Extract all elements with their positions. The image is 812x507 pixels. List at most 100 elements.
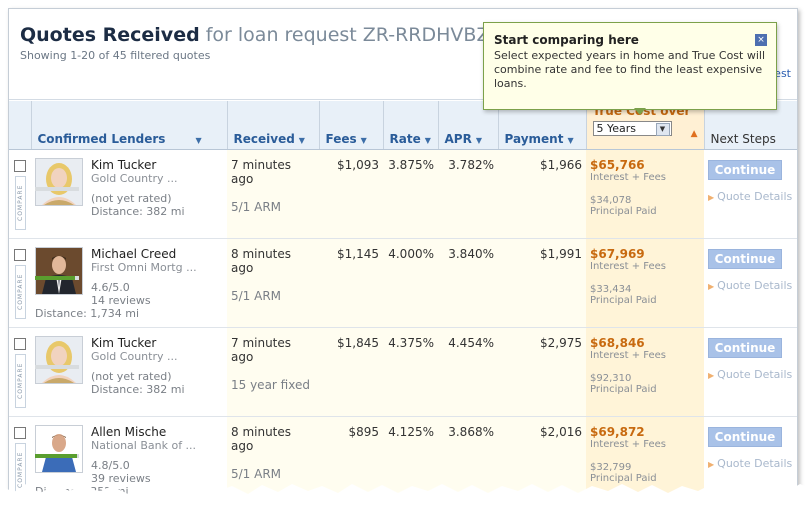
- years-selected-value: 5 Years: [596, 122, 637, 135]
- received-time: 8 minutes ago: [231, 425, 292, 453]
- continue-button[interactable]: Continue: [708, 249, 782, 269]
- header-payment-label: Payment: [504, 132, 564, 146]
- compare-checkbox[interactable]: [14, 427, 26, 439]
- principal-value: $34,078: [590, 195, 632, 206]
- lender-rating: 4.6/5.0: [91, 281, 130, 294]
- received-cell: 7 minutes ago 5/1 ARM: [227, 149, 319, 239]
- received-cell: 8 minutes ago 5/1 ARM: [227, 238, 319, 328]
- continue-button[interactable]: Continue: [708, 338, 782, 358]
- lender-bank: Gold Country ...: [91, 172, 178, 185]
- header-fees[interactable]: Fees ▼: [319, 101, 384, 150]
- apr-cell: 3.868%: [438, 416, 498, 498]
- compare-checkbox[interactable]: [14, 160, 26, 172]
- lender-reviews[interactable]: 39 reviews: [91, 472, 151, 485]
- quote-details-link[interactable]: ▶ Quote Details: [708, 457, 793, 470]
- loan-type: 5/1 ARM: [231, 289, 282, 303]
- lender-name[interactable]: Michael Creed: [91, 247, 177, 261]
- quote-details-link[interactable]: ▶ Quote Details: [708, 279, 793, 292]
- true-cost-value: $69,872: [590, 425, 645, 439]
- quote-details-link[interactable]: ▶ Quote Details: [708, 190, 793, 203]
- years-in-home-select[interactable]: 5 Years ▼: [592, 121, 672, 136]
- compare-checkbox[interactable]: [14, 338, 26, 350]
- principal-label: Principal Paid: [590, 384, 657, 395]
- lender-bank: National Bank of ...: [91, 439, 197, 452]
- quote-details-link[interactable]: ▶ Quote Details: [708, 368, 793, 381]
- triangle-right-icon: ▶: [708, 371, 715, 380]
- next-steps-cell: Continue ▶ Quote Details: [704, 416, 797, 498]
- interest-fees-label: Interest + Fees: [590, 439, 666, 450]
- compare-label: COMPARE: [14, 354, 26, 408]
- received-time: 7 minutes ago: [231, 336, 292, 364]
- compare-cell: COMPARE: [9, 327, 31, 417]
- lender-name[interactable]: Allen Mische: [91, 425, 167, 439]
- lender-name[interactable]: Kim Tucker: [91, 158, 157, 172]
- sort-down-icon: ▼: [360, 136, 367, 145]
- close-icon[interactable]: ×: [755, 34, 767, 46]
- header-received[interactable]: Received ▼: [227, 101, 320, 150]
- lender-name[interactable]: Kim Tucker: [91, 336, 157, 350]
- header-rate-label: Rate: [389, 132, 421, 146]
- lender-rating: (not yet rated): [91, 192, 172, 205]
- quote-details-label: Quote Details: [717, 190, 793, 203]
- loan-type: 15 year fixed: [231, 378, 310, 392]
- lender-photo-svg: [36, 337, 82, 383]
- sort-down-icon: ▼: [424, 136, 431, 145]
- continue-button[interactable]: Continue: [708, 427, 782, 447]
- lender-cell: Michael Creed First Omni Mortg ... 4.6/5.0…: [31, 238, 227, 328]
- next-steps-cell: Continue ▶ Quote Details: [704, 149, 797, 239]
- lender-distance: Distance: 382 mi: [91, 383, 185, 396]
- rating-bar-fill: [35, 454, 78, 458]
- interest-fees-label: Interest + Fees: [590, 172, 666, 183]
- page-title: Quotes Received for loan request ZR-RRDH…: [20, 24, 489, 46]
- header-rate[interactable]: Rate ▼: [383, 101, 439, 150]
- header-lenders[interactable]: Confirmed Lenders ▼: [31, 101, 228, 150]
- sort-down-icon: ▼: [567, 136, 574, 145]
- rate-cell: 4.375%: [383, 327, 438, 417]
- lender-reviews[interactable]: 14 reviews: [91, 294, 151, 307]
- lender-bank: First Omni Mortg ...: [91, 261, 197, 274]
- compare-checkbox[interactable]: [14, 249, 26, 261]
- lender-rating: (not yet rated): [91, 370, 172, 383]
- header-received-label: Received: [233, 132, 295, 146]
- compare-label: COMPARE: [14, 176, 26, 230]
- rate-cell: 3.875%: [383, 149, 438, 239]
- principal-label: Principal Paid: [590, 206, 657, 217]
- continue-button[interactable]: Continue: [708, 160, 782, 180]
- received-time: 8 minutes ago: [231, 247, 292, 275]
- rate-cell: 4.000%: [383, 238, 438, 328]
- received-cell: 7 minutes ago 15 year fixed: [227, 327, 319, 417]
- loan-type: 5/1 ARM: [231, 467, 282, 481]
- quote-details-label: Quote Details: [717, 457, 793, 470]
- lender-photo: [35, 158, 83, 206]
- true-cost-cell: $68,846 Interest + Fees $92,310 Principal P…: [586, 327, 704, 417]
- chevron-down-icon: ▼: [655, 123, 670, 136]
- lender-rating: 4.8/5.0: [91, 459, 130, 472]
- lender-cell: Kim Tucker Gold Country ... (not yet rated…: [31, 149, 227, 239]
- header-lenders-label: Confirmed Lenders: [37, 132, 166, 146]
- compare-cell: COMPARE: [9, 416, 31, 498]
- torn-edge: [0, 483, 812, 507]
- rating-bar: [35, 187, 79, 191]
- triangle-right-icon: ▶: [708, 282, 715, 291]
- loan-type: 5/1 ARM: [231, 200, 282, 214]
- triangle-right-icon: ▶: [708, 460, 715, 469]
- received-cell: 8 minutes ago 5/1 ARM: [227, 416, 319, 498]
- page-title-loan-request: for loan request ZR-RRDHVBZ: [205, 24, 490, 46]
- lender-cell: Kim Tucker Gold Country ... (not yet rated…: [31, 327, 227, 417]
- table-row: COMPARE Michael Creed First Omni Mortg ...…: [9, 238, 797, 328]
- table-row: COMPARE Kim Tucker Gold Country ... (not ye…: [9, 327, 797, 417]
- interest-fees-label: Interest + Fees: [590, 261, 666, 272]
- fees-cell: $1,093: [319, 149, 383, 239]
- compare-cell: COMPARE: [9, 238, 31, 328]
- principal-value: $33,434: [590, 284, 632, 295]
- header-next-steps-label: Next Steps: [710, 132, 776, 146]
- tooltip-pointer: [634, 108, 646, 115]
- next-steps-cell: Continue ▶ Quote Details: [704, 238, 797, 328]
- rating-bar-fill: [35, 276, 76, 280]
- quotes-panel: Quotes Received for loan request ZR-RRDH…: [8, 8, 798, 499]
- lender-photo-svg: [36, 248, 82, 294]
- true-cost-value: $68,846: [590, 336, 645, 350]
- tooltip-body: Select expected years in home and True C…: [494, 49, 766, 90]
- table-row: COMPARE Allen Mische National Bank of ... 4…: [9, 416, 797, 498]
- quote-details-label: Quote Details: [717, 368, 793, 381]
